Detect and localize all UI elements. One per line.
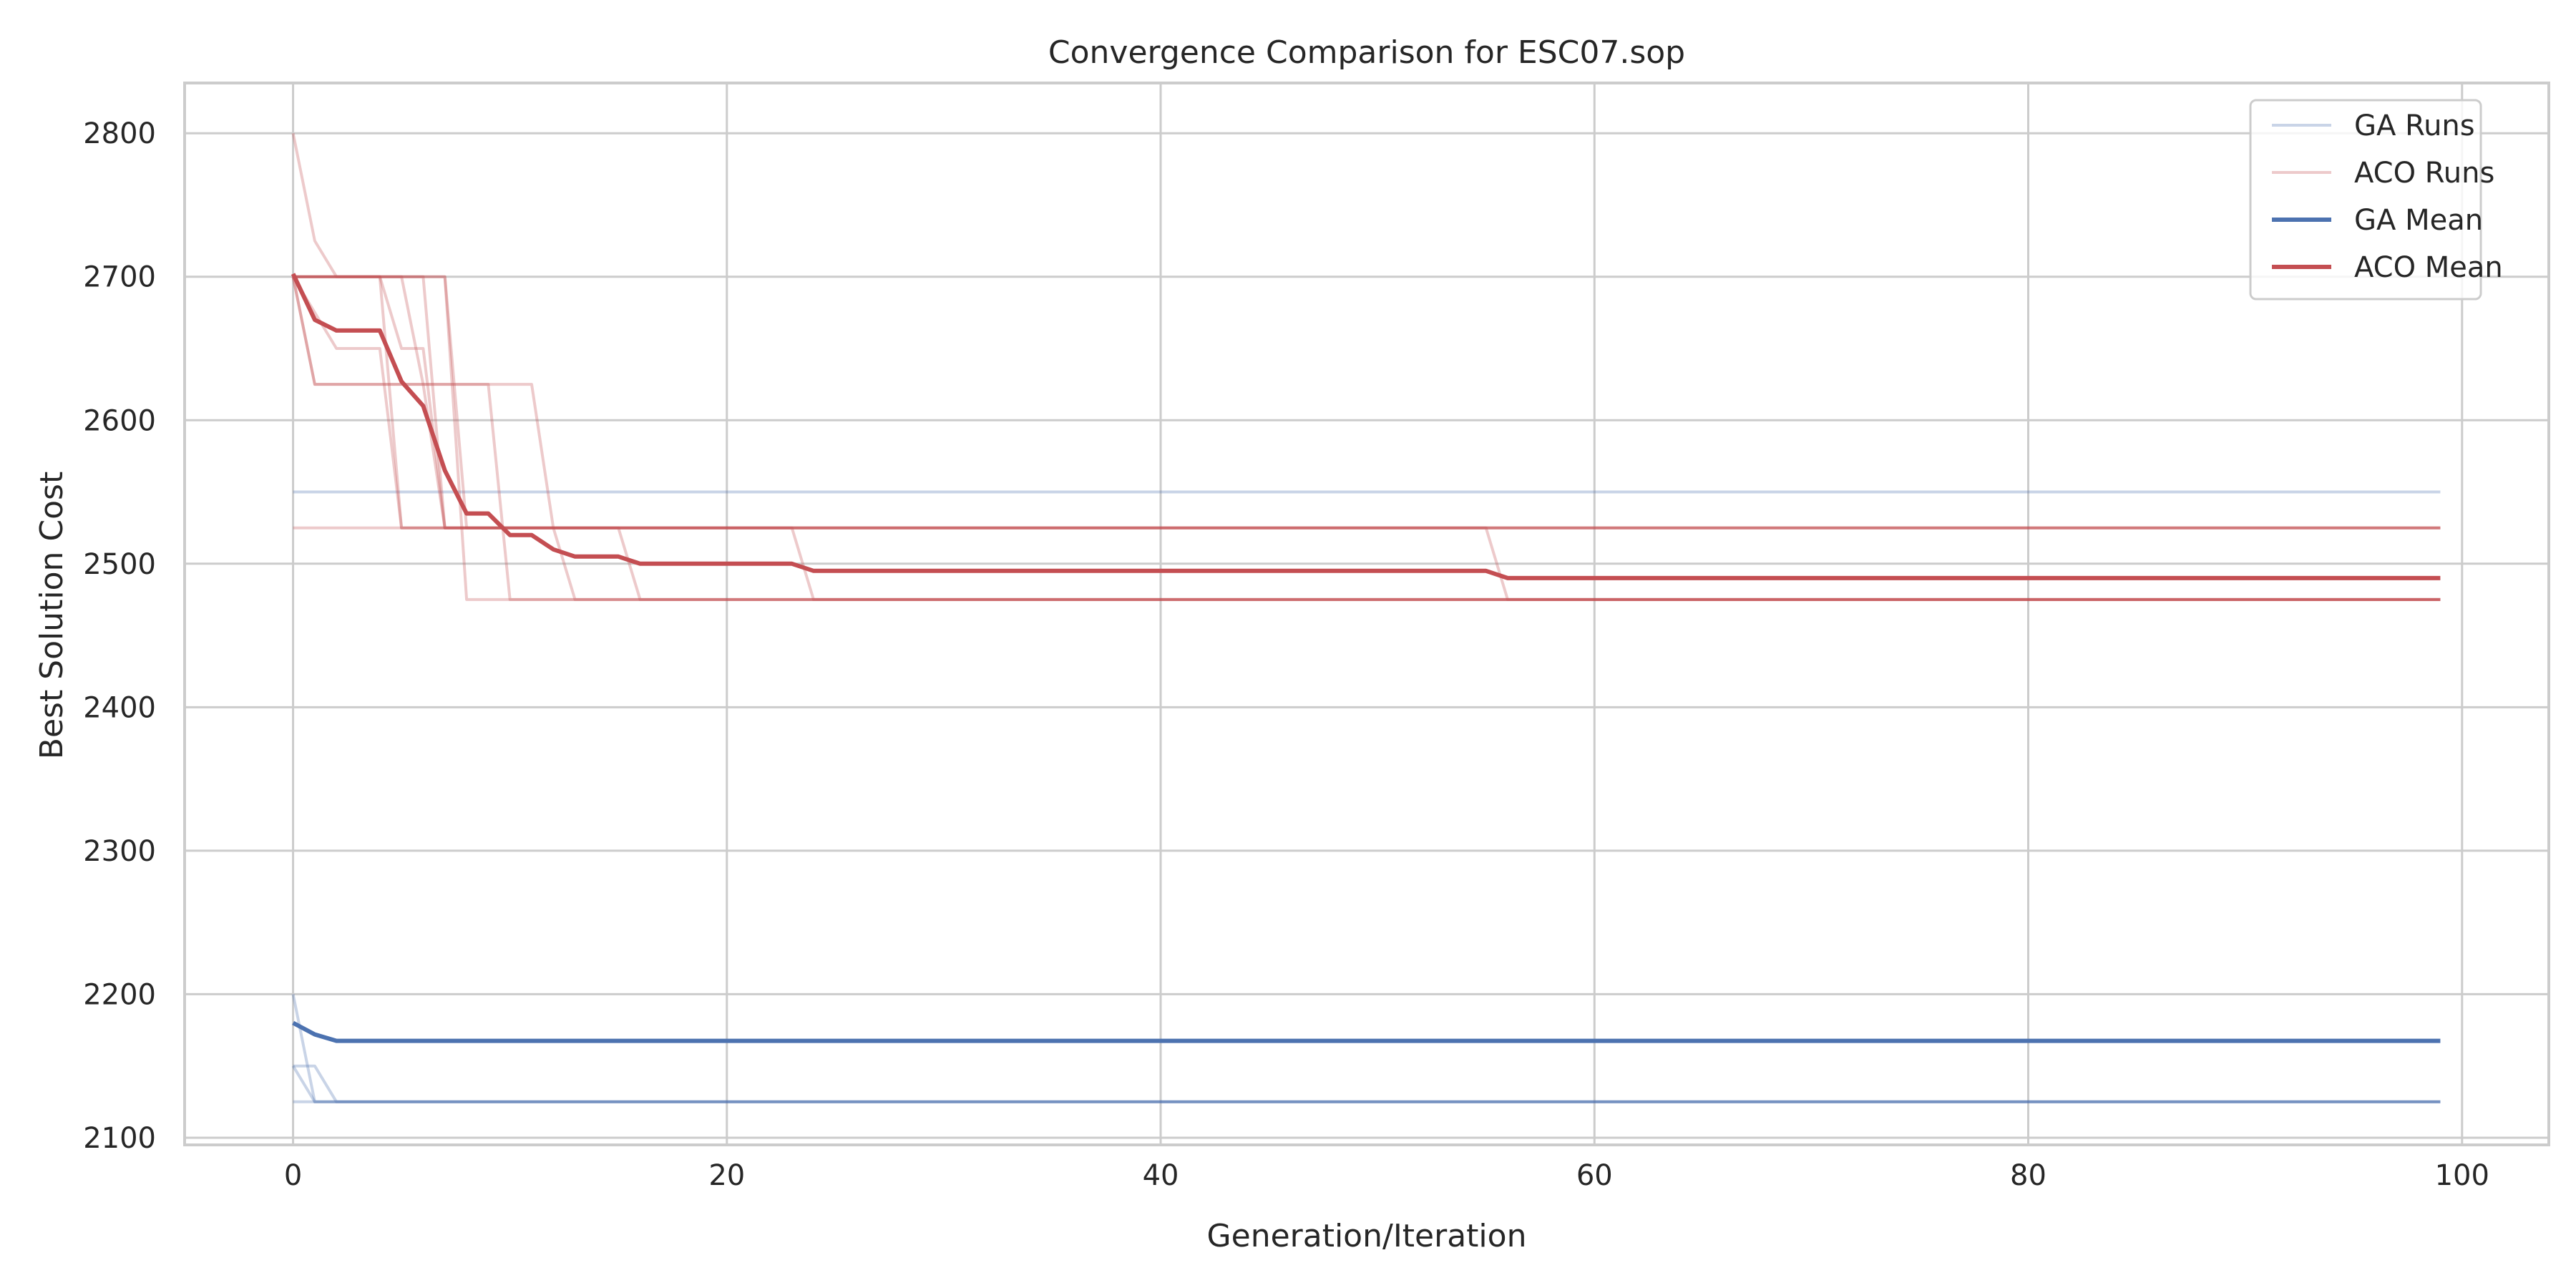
y-tick-label: 2600 [83, 404, 156, 437]
aco-run-line [291, 132, 2441, 530]
aco-run-line [293, 275, 2441, 601]
ga-runs-series [291, 490, 2441, 1103]
plot-series [291, 132, 2441, 1103]
y-tick-label: 2200 [83, 978, 156, 1011]
legend-box [2249, 99, 2482, 301]
aco-run-line [291, 276, 2441, 530]
aco-mean-legend-label: ACO Mean [2354, 251, 2503, 284]
aco-run-line [293, 526, 2441, 601]
aco-run-line [293, 275, 2441, 530]
chart-title: Convergence Comparison for ESC07.sop [1048, 34, 1685, 71]
ga-runs-legend-label: GA Runs [2354, 109, 2475, 142]
tick-labels: 0 20 40 60 80 100 2100 2200 2300 2400 2500 2600 2700… [83, 117, 2489, 1192]
ga-run-line [293, 1064, 2441, 1103]
aco-mean-line [291, 273, 2441, 580]
ga-mean-line [292, 1020, 2441, 1043]
aco-run-line [291, 276, 2441, 601]
y-tick-label: 2700 [83, 261, 156, 294]
y-tick-label: 2800 [83, 117, 156, 150]
x-tick-label: 100 [2435, 1159, 2489, 1192]
y-tick-label: 2100 [83, 1122, 156, 1155]
x-tick-label: 80 [2010, 1159, 2046, 1192]
aco-runs-legend-label: ACO Runs [2354, 157, 2494, 190]
aco-run-line [293, 275, 2441, 601]
x-tick-label: 40 [1143, 1159, 1179, 1192]
ga-mean-series [292, 1020, 2441, 1043]
y-tick-label: 2400 [83, 691, 156, 724]
y-tick-label: 2500 [83, 548, 156, 581]
legend: GA Runs ACO Runs GA Mean ACO Mean [2249, 99, 2503, 301]
aco-run-line [293, 275, 2441, 601]
x-axis-label: Generation/Iteration [1207, 1218, 1527, 1254]
aco-runs-series [291, 132, 2441, 601]
y-tick-label: 2300 [83, 835, 156, 868]
x-tick-label: 0 [284, 1159, 302, 1192]
ga-mean-legend-label: GA Mean [2354, 204, 2483, 237]
plot-frame [183, 82, 2550, 1146]
x-tick-label: 60 [1576, 1159, 1613, 1192]
ga-run-line [291, 1065, 2441, 1103]
ga-run-line [291, 994, 2441, 1103]
aco-run-line [293, 275, 2441, 601]
aco-run-line [291, 275, 2441, 530]
y-axis-label: Best Solution Cost [34, 472, 70, 759]
grid-lines [185, 83, 2549, 1145]
x-tick-label: 20 [708, 1159, 745, 1192]
aco-mean-series [291, 273, 2441, 580]
